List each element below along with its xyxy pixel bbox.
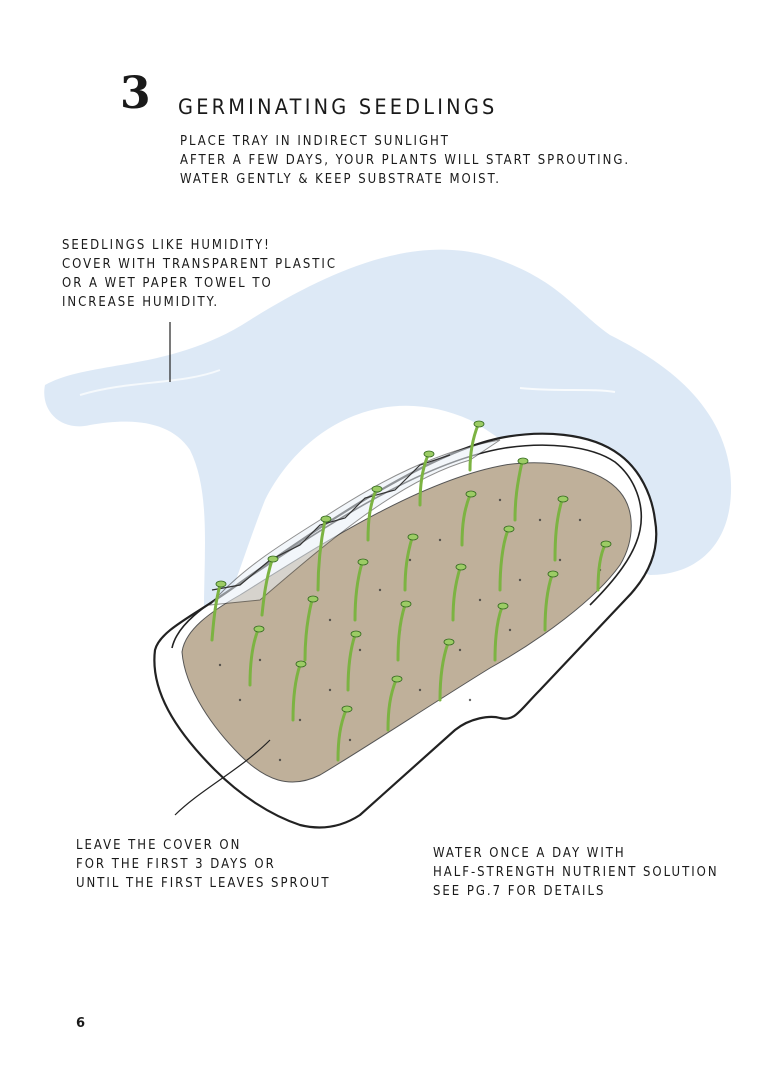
cover-note: LEAVE THE COVER ON FOR THE FIRST 3 DAYS … bbox=[76, 836, 330, 893]
water-note: WATER ONCE A DAY WITH HALF-STRENGTH NUTR… bbox=[433, 844, 719, 901]
cover-note-line: LEAVE THE COVER ON bbox=[76, 838, 242, 853]
instruction-line: PLACE TRAY IN INDIRECT SUNLIGHT bbox=[180, 134, 450, 149]
page-number: 6 bbox=[76, 1016, 86, 1031]
water-note-line: WATER ONCE A DAY WITH bbox=[433, 846, 626, 861]
step-title: GERMINATING SEEDLINGS bbox=[178, 95, 498, 119]
humidity-note-line: OR A WET PAPER TOWEL TO bbox=[62, 276, 273, 291]
humidity-note-line: SEEDLINGS LIKE HUMIDITY! bbox=[62, 238, 271, 253]
instruction-line: AFTER A FEW DAYS, YOUR PLANTS WILL START… bbox=[180, 153, 631, 168]
humidity-note: SEEDLINGS LIKE HUMIDITY! COVER WITH TRAN… bbox=[62, 236, 337, 312]
plastic-cover bbox=[44, 249, 732, 650]
humidity-note-line: COVER WITH TRANSPARENT PLASTIC bbox=[62, 257, 337, 272]
water-note-line: HALF-STRENGTH NUTRIENT SOLUTION bbox=[433, 865, 719, 880]
water-note-line: SEE PG.7 FOR DETAILS bbox=[433, 884, 606, 899]
cover-note-line: UNTIL THE FIRST LEAVES SPROUT bbox=[76, 876, 331, 891]
cover-callout-line bbox=[174, 739, 271, 816]
instruction-line: WATER GENTLY & KEEP SUBSTRATE MOIST. bbox=[180, 172, 502, 187]
step-number: 3 bbox=[120, 68, 151, 119]
humidity-note-line: INCREASE HUMIDITY. bbox=[62, 295, 220, 310]
instructions: PLACE TRAY IN INDIRECT SUNLIGHT AFTER A … bbox=[180, 132, 630, 189]
seedlings bbox=[210, 423, 607, 762]
cover-note-line: FOR THE FIRST 3 DAYS OR bbox=[76, 857, 276, 872]
